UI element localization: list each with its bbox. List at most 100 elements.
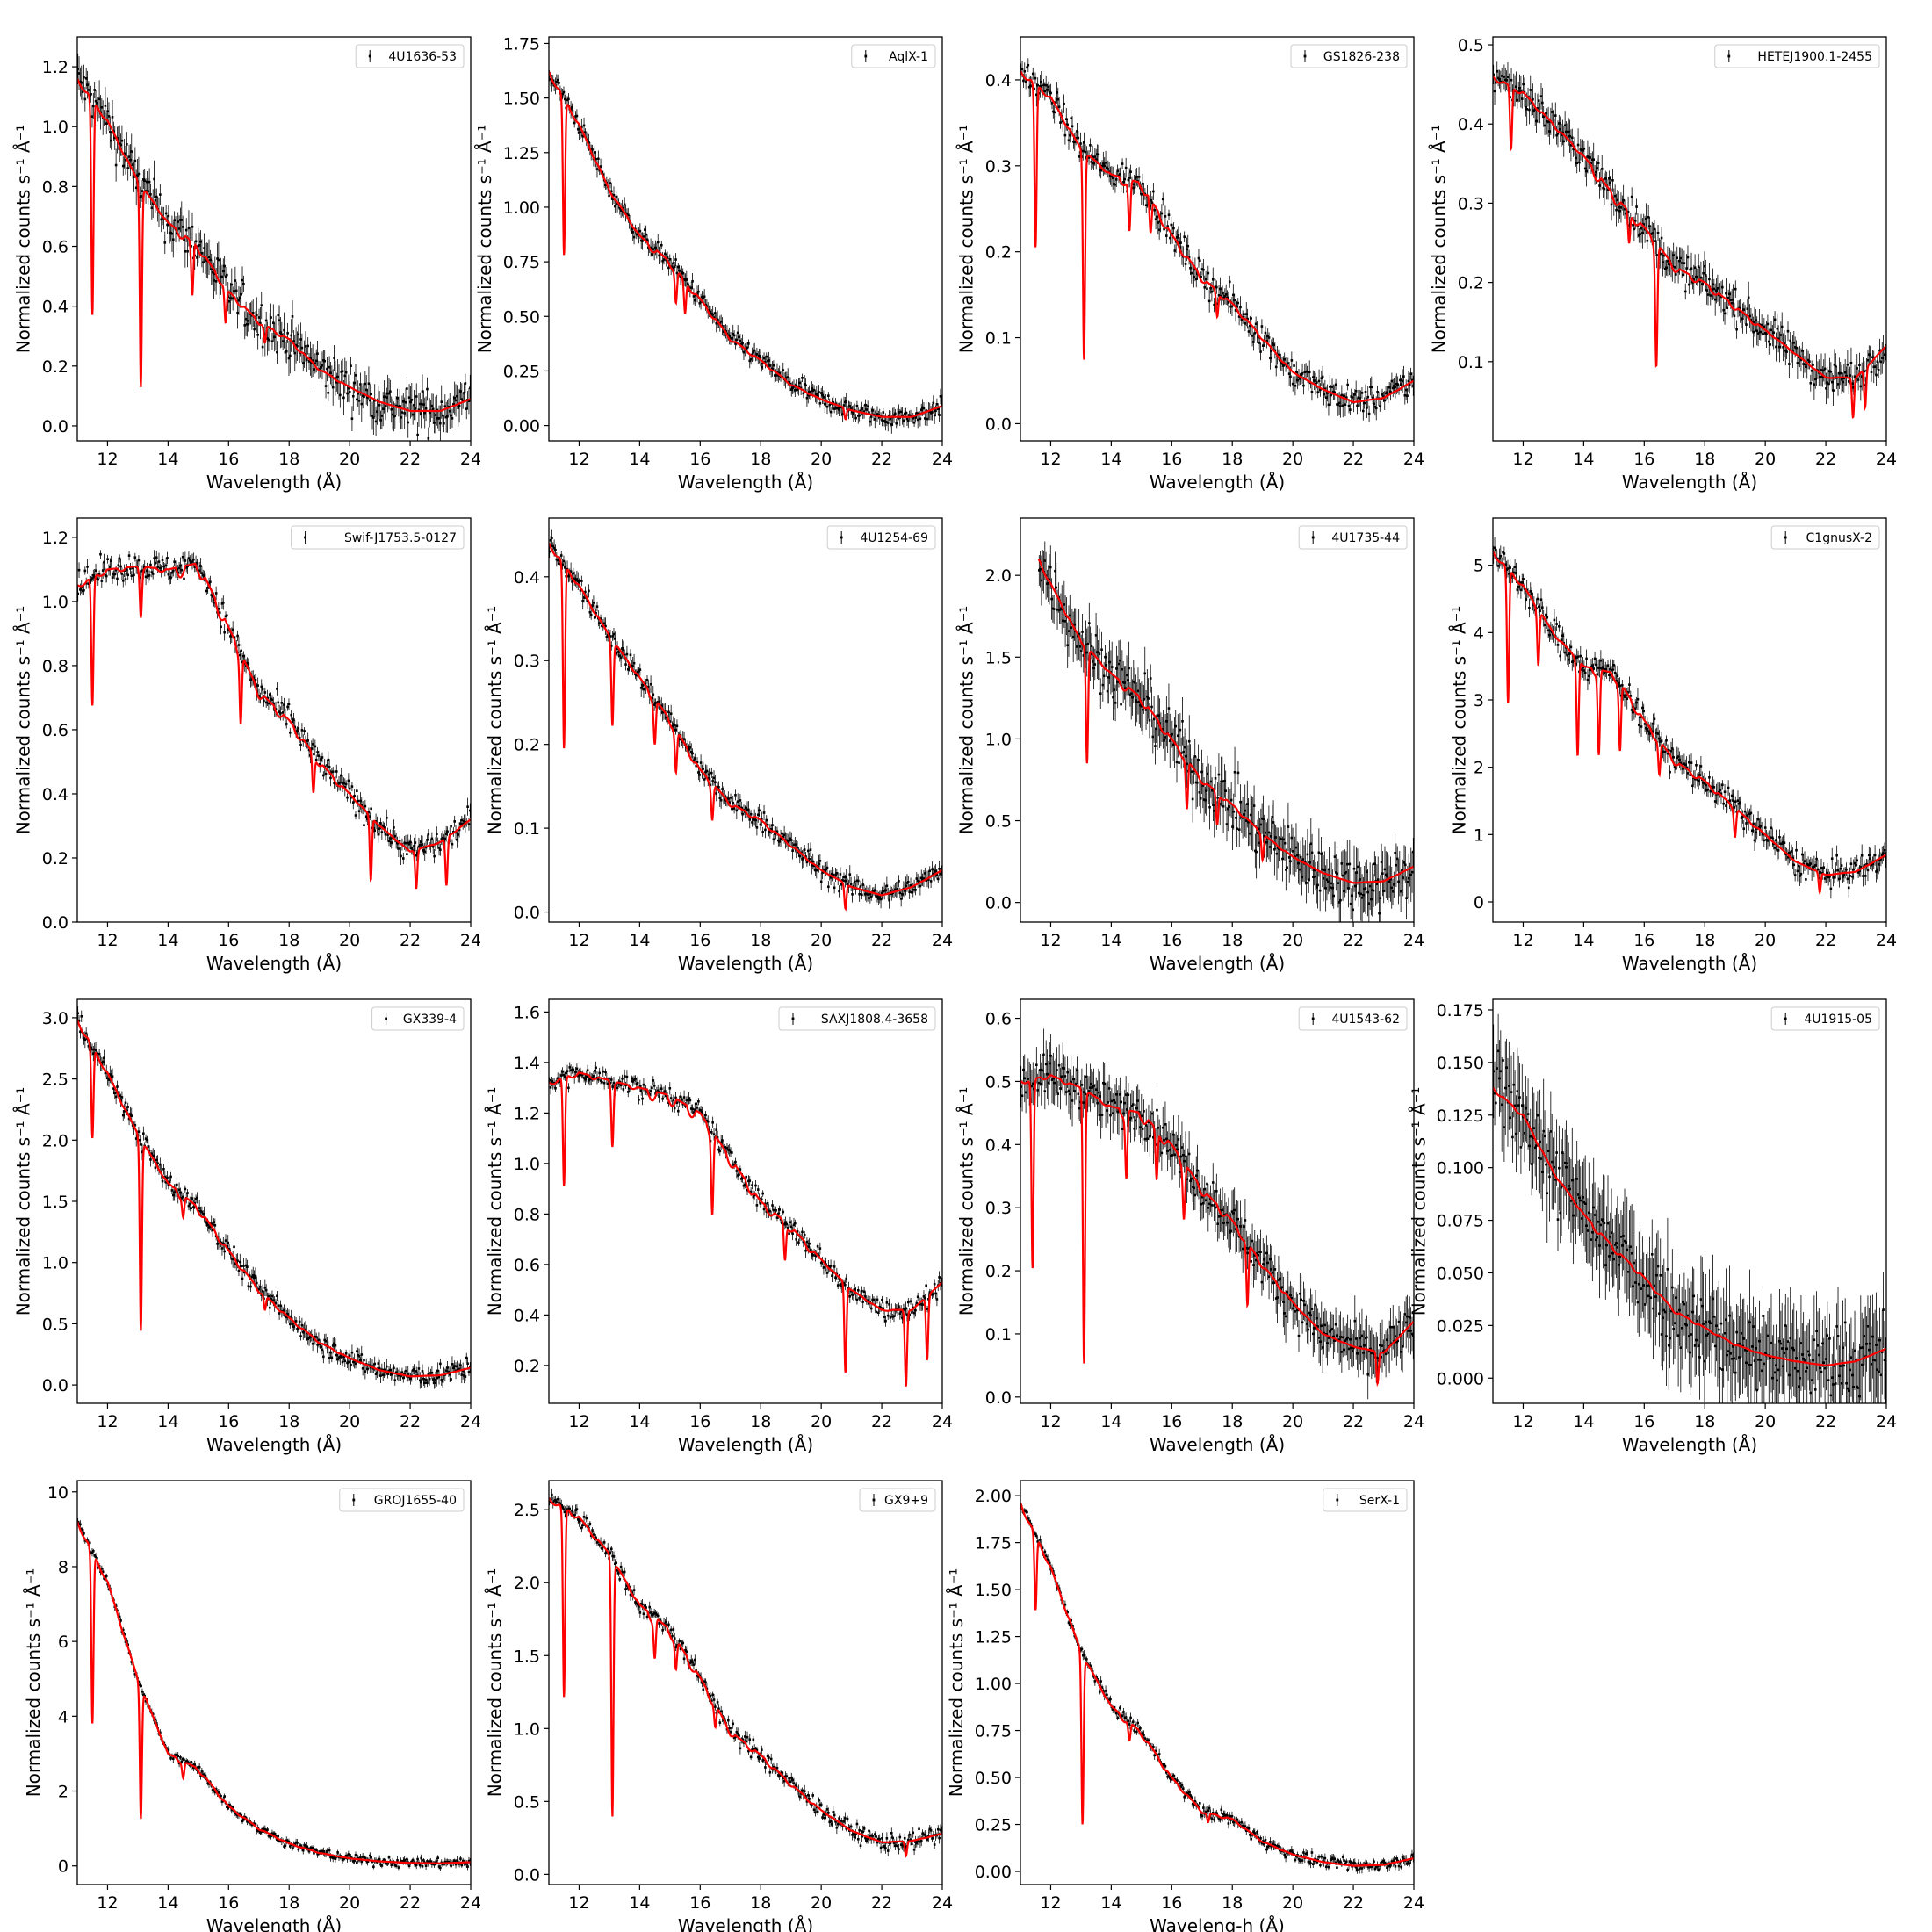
data-point xyxy=(322,774,325,777)
data-point xyxy=(1257,335,1260,339)
data-point xyxy=(1247,330,1251,333)
data-point xyxy=(1183,235,1186,239)
data-point xyxy=(1137,176,1141,178)
data-point xyxy=(1519,90,1523,93)
data-point xyxy=(791,386,794,389)
data-point xyxy=(825,868,827,871)
data-point xyxy=(821,393,824,397)
data-point xyxy=(1782,346,1784,349)
data-point xyxy=(1805,365,1807,368)
data-point xyxy=(383,395,386,399)
data-point xyxy=(398,840,401,842)
data-point xyxy=(834,873,837,876)
data-point xyxy=(106,558,109,561)
data-point xyxy=(1282,364,1285,367)
y-tick-label: 1.50 xyxy=(503,90,540,109)
data-point xyxy=(1153,208,1157,212)
data-point xyxy=(1349,408,1352,411)
data-point xyxy=(97,97,101,101)
data-point xyxy=(1147,697,1150,700)
data-point xyxy=(203,574,205,578)
data-point xyxy=(739,806,743,810)
data-point xyxy=(1104,655,1107,659)
data-point xyxy=(1177,234,1180,237)
data-point xyxy=(1505,568,1508,572)
data-point xyxy=(571,580,573,583)
data-point xyxy=(1523,90,1526,94)
data-point xyxy=(1613,194,1617,198)
data-point xyxy=(1362,409,1365,413)
data-point xyxy=(1619,206,1623,209)
data-point xyxy=(732,801,735,804)
legend-marker-point xyxy=(1727,54,1731,58)
data-point xyxy=(1173,249,1177,252)
data-point xyxy=(656,241,660,244)
data-point xyxy=(380,831,384,833)
data-point xyxy=(1054,569,1056,573)
data-point xyxy=(1316,883,1319,887)
data-point xyxy=(889,890,892,893)
data-point xyxy=(697,771,700,774)
data-point xyxy=(1847,380,1850,383)
data-point xyxy=(1096,651,1099,653)
data-point xyxy=(1117,662,1121,666)
data-point xyxy=(1042,83,1045,87)
data-point xyxy=(901,415,904,417)
data-point xyxy=(1676,256,1679,260)
data-point xyxy=(127,554,131,557)
data-point xyxy=(866,405,869,408)
data-point xyxy=(443,405,447,408)
data-point xyxy=(1525,108,1528,111)
data-point xyxy=(643,228,646,231)
data-point xyxy=(1412,385,1414,387)
data-point xyxy=(915,877,919,880)
data-point xyxy=(575,578,579,580)
data-point xyxy=(691,279,694,283)
data-point xyxy=(321,364,324,367)
data-point xyxy=(1410,870,1414,874)
data-point xyxy=(1802,363,1805,365)
data-point xyxy=(279,712,282,715)
data-point xyxy=(789,388,793,391)
data-point xyxy=(280,702,284,704)
data-point xyxy=(452,403,455,406)
data-point xyxy=(120,573,124,575)
data-point xyxy=(1853,375,1856,378)
data-point xyxy=(1373,862,1376,866)
data-point xyxy=(667,710,670,714)
data-point xyxy=(1522,83,1525,86)
data-point xyxy=(1550,111,1554,113)
data-point xyxy=(140,569,142,573)
data-point xyxy=(732,334,736,337)
data-point xyxy=(181,555,184,559)
data-point xyxy=(1082,654,1085,657)
data-point xyxy=(1280,362,1284,365)
data-point xyxy=(1663,267,1667,270)
data-point xyxy=(333,782,335,784)
data-point xyxy=(903,890,906,892)
data-point xyxy=(259,321,262,325)
data-point xyxy=(422,403,425,406)
model-line xyxy=(549,542,942,912)
data-point xyxy=(1305,882,1308,884)
data-point xyxy=(798,381,802,385)
data-point xyxy=(562,559,566,563)
data-point xyxy=(1879,360,1883,364)
data-point xyxy=(83,97,87,101)
data-point xyxy=(1164,736,1167,739)
data-point xyxy=(747,342,750,345)
data-point xyxy=(894,888,897,891)
data-point xyxy=(1063,102,1065,105)
data-point xyxy=(186,565,189,568)
data-point xyxy=(1236,771,1240,775)
data-point xyxy=(1699,276,1703,279)
x-tick-label: 20 xyxy=(1282,450,1303,469)
data-point xyxy=(1049,566,1052,569)
x-tick-label: 24 xyxy=(1876,450,1897,469)
data-point xyxy=(292,718,295,721)
data-point xyxy=(194,240,198,243)
data-point xyxy=(1151,735,1155,739)
legend-box xyxy=(355,44,465,68)
data-point xyxy=(818,402,822,405)
data-point xyxy=(1048,578,1051,581)
